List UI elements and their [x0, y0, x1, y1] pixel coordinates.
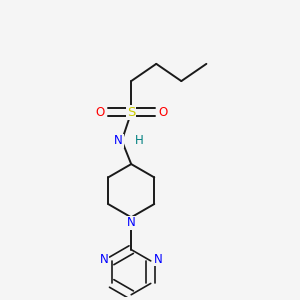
Text: N: N [100, 253, 108, 266]
Text: O: O [158, 106, 167, 119]
Text: N: N [127, 217, 136, 230]
Text: H: H [135, 134, 143, 147]
Text: S: S [127, 106, 135, 119]
Text: N: N [114, 134, 123, 147]
Text: O: O [95, 106, 104, 119]
Text: N: N [154, 253, 163, 266]
